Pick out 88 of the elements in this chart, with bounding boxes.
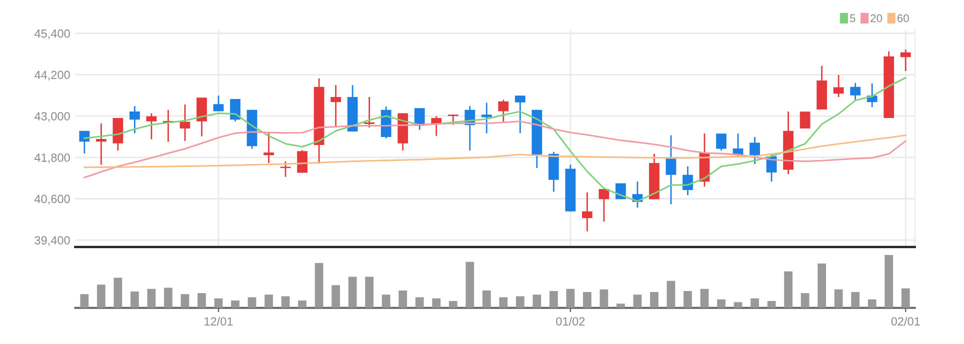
candlestick xyxy=(96,122,106,166)
bar xyxy=(650,292,658,308)
candlestick xyxy=(514,94,526,134)
bar xyxy=(684,290,692,308)
bar xyxy=(466,262,474,308)
bar xyxy=(298,300,306,308)
candlestick xyxy=(146,112,157,140)
bar xyxy=(700,288,709,308)
y-tick-label: 39,400 xyxy=(34,236,70,246)
bar xyxy=(666,280,676,308)
candlestick xyxy=(180,104,190,142)
candlestick xyxy=(582,192,592,232)
bar xyxy=(884,255,894,308)
bar xyxy=(96,284,106,308)
bar xyxy=(164,288,172,308)
bar xyxy=(130,291,139,308)
bar xyxy=(834,289,843,308)
bar xyxy=(566,288,575,308)
bar xyxy=(281,296,290,308)
candlestick xyxy=(750,136,760,165)
bar xyxy=(717,299,726,308)
candlestick xyxy=(800,110,810,130)
bar xyxy=(616,304,625,308)
bar xyxy=(180,294,190,308)
bar xyxy=(348,276,357,308)
bar xyxy=(600,289,608,308)
bar xyxy=(901,288,910,308)
candlestick xyxy=(481,102,492,134)
bar xyxy=(314,262,324,308)
candlestick xyxy=(666,134,676,205)
candlestick xyxy=(230,98,240,122)
candlestick xyxy=(264,132,274,164)
bar xyxy=(415,297,424,308)
y-tick-label: 43,000 xyxy=(34,112,70,122)
bar xyxy=(332,285,340,308)
bar xyxy=(448,301,458,308)
candlestick xyxy=(833,74,844,98)
legend-label: 20 xyxy=(870,14,882,22)
candlestick xyxy=(213,94,224,112)
bar xyxy=(482,290,491,308)
bar xyxy=(264,294,273,308)
bar xyxy=(851,292,860,308)
bar xyxy=(633,294,642,308)
bar xyxy=(80,294,89,308)
candlestick xyxy=(280,160,291,178)
bar xyxy=(365,276,374,308)
bar xyxy=(382,294,390,308)
bar xyxy=(398,290,408,308)
bar xyxy=(214,298,223,308)
y-tick-label: 40,600 xyxy=(34,194,70,205)
candlestick xyxy=(330,84,341,128)
bar xyxy=(750,298,759,308)
x-tick-label: 01/02 xyxy=(556,316,585,326)
bar xyxy=(800,293,810,308)
bar xyxy=(432,298,441,308)
candlestick xyxy=(716,132,726,152)
y-tick-label: 44,200 xyxy=(34,70,70,81)
bar xyxy=(532,294,542,308)
bar xyxy=(231,300,240,308)
bar xyxy=(499,297,508,308)
candlestick xyxy=(364,96,375,128)
candlestick xyxy=(196,96,207,137)
candlestick xyxy=(414,107,425,131)
candlestick xyxy=(498,99,509,124)
bar xyxy=(583,292,592,308)
candlestick xyxy=(598,188,610,222)
legend-label: 5 xyxy=(850,14,856,22)
bar xyxy=(248,297,256,308)
bar xyxy=(818,263,826,308)
candlestick xyxy=(129,105,140,134)
x-tick-label: 02/01 xyxy=(891,316,920,326)
bar xyxy=(868,299,876,308)
bar xyxy=(549,290,558,308)
candlestick xyxy=(448,114,458,126)
x-tick-label: 12/01 xyxy=(204,316,233,326)
candlestick xyxy=(297,149,308,174)
candlestick xyxy=(850,82,861,100)
legend-label: 60 xyxy=(897,14,909,22)
bar xyxy=(147,288,156,308)
y-tick-label: 41,800 xyxy=(34,153,70,164)
bar xyxy=(767,301,776,308)
bar xyxy=(784,271,792,308)
bar xyxy=(516,296,524,308)
bar xyxy=(734,302,742,308)
bar xyxy=(114,278,122,308)
bar xyxy=(198,293,206,308)
candlestick xyxy=(900,48,911,72)
y-tick-label: 45,400 xyxy=(34,29,70,40)
